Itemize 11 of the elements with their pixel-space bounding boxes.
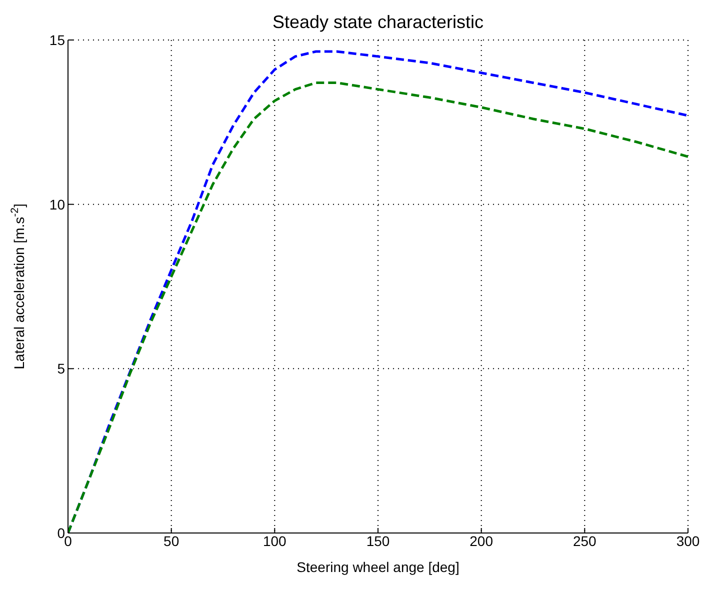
x-tick-label: 250 [572, 532, 597, 549]
x-tick-label: 100 [262, 532, 287, 549]
x-tick-label: 150 [366, 532, 390, 549]
y-tick-label: 5 [57, 360, 66, 377]
x-tick-label: 200 [470, 532, 494, 549]
chart-title: Steady state characteristic [272, 12, 484, 32]
x-tick-label: 300 [676, 532, 700, 549]
y-tick-label: 10 [49, 196, 66, 212]
y-tick-label: 15 [49, 32, 66, 48]
x-tick-label: 50 [164, 532, 180, 549]
x-axis-title: Steering wheel ange [deg] [296, 559, 460, 575]
